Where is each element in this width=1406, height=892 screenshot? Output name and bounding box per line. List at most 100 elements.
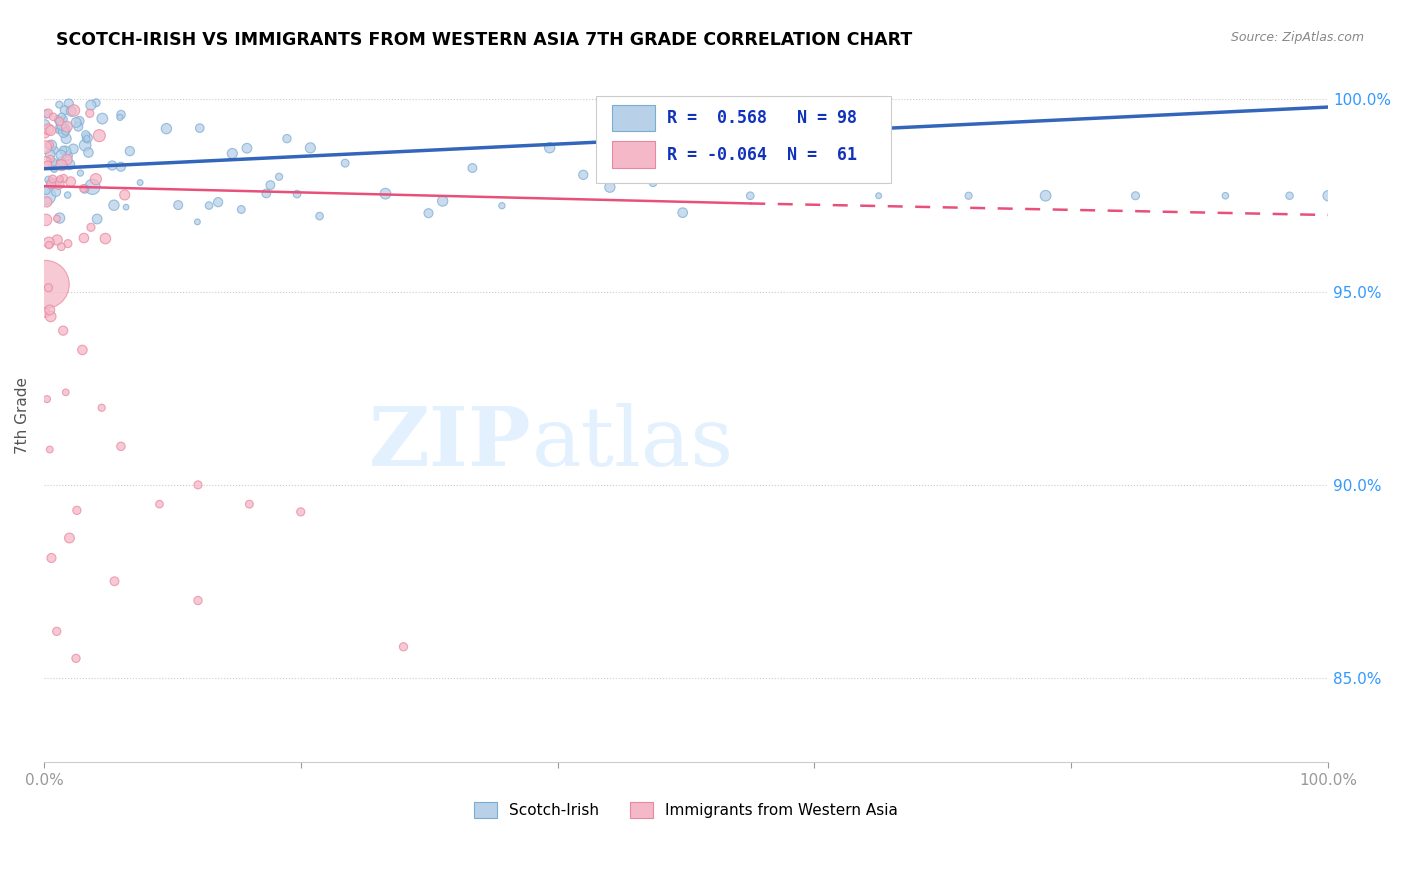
Point xyxy=(957,188,980,202)
Point xyxy=(1035,188,1057,202)
Point xyxy=(72,343,94,357)
Point xyxy=(35,392,58,406)
Point xyxy=(299,141,322,155)
Point xyxy=(55,385,77,400)
Point xyxy=(108,111,131,125)
FancyBboxPatch shape xyxy=(596,96,891,183)
Point xyxy=(38,137,60,152)
Point xyxy=(868,188,890,202)
FancyBboxPatch shape xyxy=(612,141,655,168)
Point xyxy=(73,231,96,245)
Point xyxy=(45,185,67,199)
Point xyxy=(39,310,62,324)
Point xyxy=(198,198,221,212)
Point xyxy=(35,212,58,227)
Point xyxy=(188,121,211,136)
Point xyxy=(740,188,762,202)
Text: Source: ZipAtlas.com: Source: ZipAtlas.com xyxy=(1230,31,1364,45)
Point xyxy=(77,145,100,160)
Point xyxy=(56,149,79,163)
Point xyxy=(39,138,62,153)
Point xyxy=(538,141,561,155)
Point xyxy=(48,114,70,128)
Point xyxy=(53,112,76,126)
Text: SCOTCH-IRISH VS IMMIGRANTS FROM WESTERN ASIA 7TH GRADE CORRELATION CHART: SCOTCH-IRISH VS IMMIGRANTS FROM WESTERN … xyxy=(56,31,912,49)
Point xyxy=(49,148,72,162)
Point xyxy=(148,497,170,511)
Point xyxy=(86,212,108,227)
Point xyxy=(599,180,621,194)
Point xyxy=(115,200,138,214)
Point xyxy=(418,206,440,220)
Point xyxy=(34,127,56,141)
Point xyxy=(48,124,70,138)
Point xyxy=(48,211,70,225)
Point xyxy=(69,166,91,180)
Point xyxy=(91,112,114,126)
Point xyxy=(58,96,80,111)
Point xyxy=(72,181,94,195)
Point xyxy=(60,104,83,119)
Point xyxy=(432,194,454,208)
Point xyxy=(461,161,484,175)
Point xyxy=(110,108,132,122)
Point xyxy=(46,112,69,126)
Point xyxy=(231,202,253,217)
Point xyxy=(103,198,125,212)
Point xyxy=(49,172,72,186)
Point xyxy=(41,551,63,566)
Point xyxy=(48,177,70,191)
Point xyxy=(53,103,76,118)
Point xyxy=(56,236,79,251)
Point xyxy=(187,593,209,607)
Point xyxy=(51,110,73,124)
Point xyxy=(39,123,62,137)
Point xyxy=(52,125,75,139)
Point xyxy=(48,97,70,112)
Point xyxy=(290,505,312,519)
Point xyxy=(42,110,65,124)
Point xyxy=(1125,188,1147,202)
Point xyxy=(39,177,62,191)
Point xyxy=(79,106,101,120)
Point xyxy=(254,186,277,201)
Point xyxy=(103,574,125,589)
Point xyxy=(45,624,67,639)
Point xyxy=(35,107,58,121)
Point xyxy=(37,122,59,136)
Point xyxy=(34,277,56,292)
Text: R = -0.064  N =  61: R = -0.064 N = 61 xyxy=(666,146,856,164)
Point xyxy=(572,168,595,182)
Point xyxy=(46,233,69,247)
Point xyxy=(52,159,75,173)
Point xyxy=(167,198,190,212)
Point xyxy=(1317,188,1340,202)
Point xyxy=(41,155,63,169)
Point xyxy=(65,115,87,129)
Y-axis label: 7th Grade: 7th Grade xyxy=(15,377,30,454)
Point xyxy=(58,531,80,545)
Point xyxy=(129,176,152,190)
Point xyxy=(84,172,107,186)
Point xyxy=(34,305,56,319)
Point xyxy=(101,159,124,173)
Point xyxy=(59,175,82,189)
Point xyxy=(52,143,75,157)
Point xyxy=(34,117,56,131)
Point xyxy=(1278,188,1301,202)
Point xyxy=(35,188,58,202)
Point xyxy=(56,153,79,167)
Point xyxy=(67,120,90,134)
Point xyxy=(62,142,84,156)
Point xyxy=(75,128,97,142)
Point xyxy=(39,152,62,166)
Point xyxy=(44,162,66,177)
Point xyxy=(45,211,67,226)
Point xyxy=(308,209,330,223)
Point xyxy=(187,478,209,492)
Point xyxy=(392,640,415,654)
Point xyxy=(80,220,103,235)
Point xyxy=(267,169,290,184)
Point xyxy=(648,137,671,152)
FancyBboxPatch shape xyxy=(612,104,655,131)
